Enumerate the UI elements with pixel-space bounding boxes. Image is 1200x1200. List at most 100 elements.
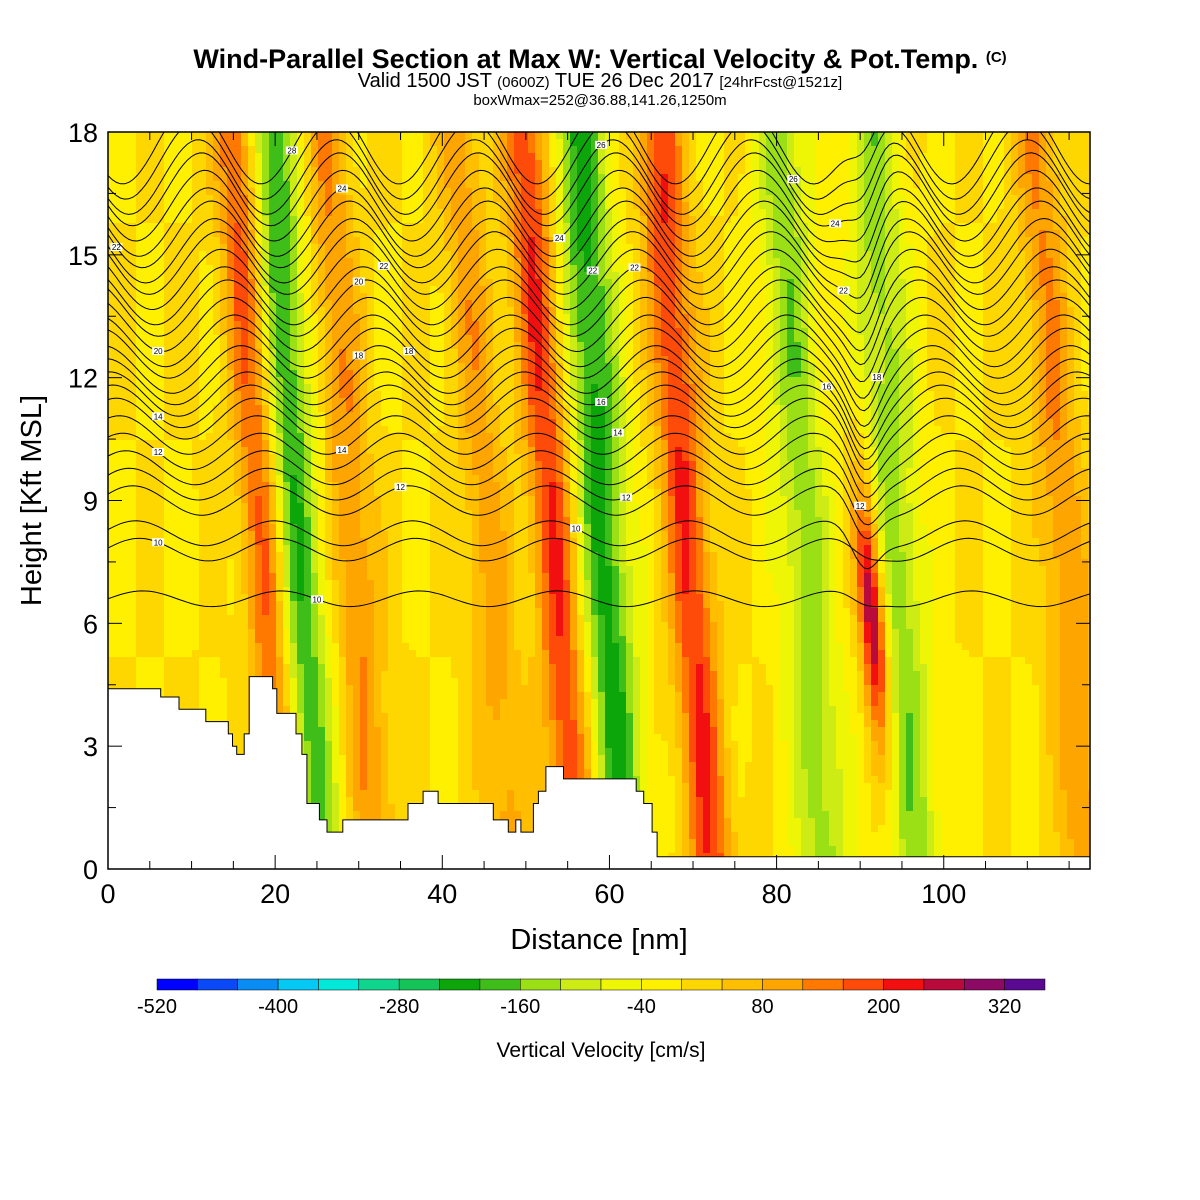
velocity-cell	[962, 342, 970, 350]
velocity-cell	[997, 244, 1005, 252]
velocity-cell	[843, 132, 851, 140]
velocity-cell	[297, 293, 305, 301]
velocity-cell	[1060, 293, 1068, 301]
velocity-cell	[913, 286, 921, 294]
velocity-cell	[829, 132, 837, 140]
velocity-cell	[731, 153, 739, 161]
velocity-cell	[493, 195, 501, 203]
velocity-cell	[395, 293, 403, 301]
velocity-cell	[682, 265, 690, 273]
velocity-cell	[1053, 321, 1061, 329]
velocity-cell	[885, 160, 893, 168]
velocity-cell	[136, 209, 144, 217]
velocity-cell	[640, 188, 648, 196]
velocity-cell	[430, 181, 438, 189]
velocity-cell	[192, 307, 200, 315]
velocity-cell	[332, 293, 340, 301]
velocity-cell	[962, 160, 970, 168]
velocity-cell	[255, 321, 263, 329]
velocity-cell	[850, 321, 858, 329]
velocity-cell	[164, 209, 172, 217]
velocity-cell	[269, 307, 277, 315]
velocity-cell	[1074, 342, 1082, 350]
velocity-cell	[591, 293, 599, 301]
velocity-cell	[857, 356, 865, 364]
velocity-cell	[668, 356, 676, 364]
velocity-cell	[437, 209, 445, 217]
velocity-cell	[472, 251, 480, 259]
velocity-cell	[668, 244, 676, 252]
velocity-cell	[808, 188, 816, 196]
velocity-cell	[479, 335, 487, 343]
velocity-cell	[997, 195, 1005, 203]
velocity-cell	[346, 286, 354, 294]
velocity-cell	[395, 153, 403, 161]
velocity-cell	[465, 237, 473, 245]
velocity-cell	[493, 307, 501, 315]
velocity-cell	[976, 251, 984, 259]
velocity-cell	[234, 237, 242, 245]
velocity-cell	[325, 237, 333, 245]
velocity-cell	[794, 363, 802, 371]
velocity-cell	[647, 223, 655, 231]
velocity-cell	[801, 167, 809, 175]
velocity-cell	[507, 132, 515, 140]
velocity-cell	[262, 202, 270, 210]
velocity-cell	[164, 139, 172, 147]
velocity-cell	[1039, 293, 1047, 301]
velocity-cell	[437, 342, 445, 350]
velocity-cell	[549, 153, 557, 161]
velocity-cell	[115, 230, 123, 238]
velocity-cell	[367, 335, 375, 343]
velocity-cell	[990, 265, 998, 273]
velocity-cell	[164, 258, 172, 266]
velocity-cell	[290, 286, 298, 294]
velocity-cell	[731, 321, 739, 329]
velocity-cell	[108, 293, 116, 301]
velocity-cell	[528, 279, 536, 287]
velocity-cell	[465, 272, 473, 280]
velocity-cell	[199, 223, 207, 231]
velocity-cell	[164, 202, 172, 210]
velocity-cell	[1011, 300, 1019, 308]
velocity-cell	[1067, 146, 1075, 154]
velocity-cell	[941, 342, 949, 350]
velocity-cell	[759, 237, 767, 245]
velocity-cell	[416, 146, 424, 154]
velocity-cell	[528, 328, 536, 336]
velocity-cell	[269, 153, 277, 161]
velocity-cell	[654, 307, 662, 315]
velocity-cell	[738, 244, 746, 252]
velocity-cell	[185, 237, 193, 245]
velocity-cell	[416, 272, 424, 280]
velocity-cell	[878, 244, 886, 252]
velocity-cell	[171, 342, 179, 350]
velocity-cell	[479, 209, 487, 217]
velocity-cell	[689, 174, 697, 182]
velocity-cell	[934, 188, 942, 196]
velocity-cell	[654, 349, 662, 357]
velocity-cell	[325, 202, 333, 210]
velocity-cell	[325, 314, 333, 322]
velocity-cell	[983, 132, 991, 140]
velocity-cell	[710, 188, 718, 196]
velocity-cell	[262, 153, 270, 161]
velocity-cell	[409, 202, 417, 210]
velocity-cell	[633, 349, 641, 357]
velocity-cell	[787, 244, 795, 252]
velocity-cell	[759, 244, 767, 252]
velocity-cell	[542, 167, 550, 175]
velocity-cell	[115, 356, 123, 364]
velocity-cell	[234, 153, 242, 161]
velocity-cell	[297, 356, 305, 364]
velocity-cell	[577, 223, 585, 231]
velocity-cell	[934, 223, 942, 231]
velocity-cell	[1011, 174, 1019, 182]
velocity-cell	[346, 244, 354, 252]
velocity-cell	[570, 146, 578, 154]
velocity-cell	[465, 335, 473, 343]
velocity-cell	[605, 272, 613, 280]
velocity-cell	[528, 265, 536, 273]
velocity-cell	[514, 209, 522, 217]
velocity-cell	[577, 153, 585, 161]
